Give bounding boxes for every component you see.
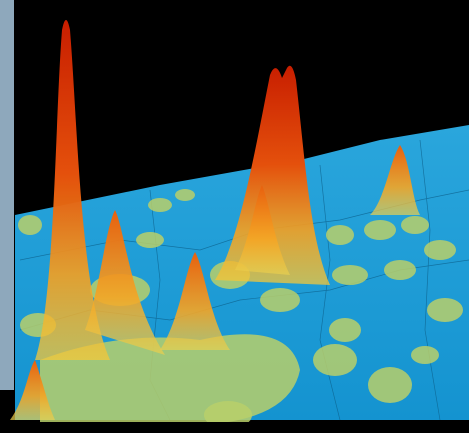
bottom-border <box>0 422 469 433</box>
left-edge <box>0 0 14 390</box>
density-peaks <box>10 20 420 420</box>
